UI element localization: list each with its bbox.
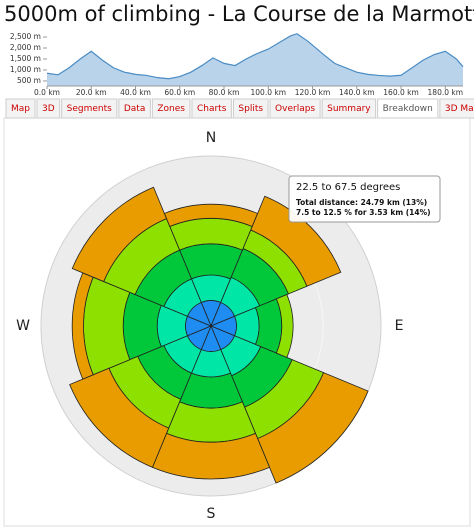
tab[interactable]: Summary: [321, 98, 377, 119]
tab-background: [118, 98, 151, 119]
tab-label: Splits: [238, 104, 263, 114]
tab-label: Map: [11, 104, 30, 114]
tab-background: [377, 98, 439, 119]
tab-label: 3D Map: [445, 104, 474, 114]
tab-background: [321, 98, 377, 119]
tab-background: [36, 98, 61, 119]
y-tick-label: 2,000 m: [10, 43, 41, 52]
rose-segment: [257, 372, 369, 484]
tab-background: [191, 98, 232, 119]
direction-label: S: [207, 506, 216, 522]
direction-label: W: [16, 318, 30, 334]
tab[interactable]: Overlaps: [269, 98, 321, 119]
y-tick-label: 1,500 m: [10, 54, 41, 63]
tab-background: [439, 98, 474, 119]
rose-segment: [69, 367, 170, 468]
tab-label: 3D: [42, 104, 55, 114]
tab-background: [61, 98, 118, 119]
tab-background: [232, 98, 269, 119]
page-title: 5000m of climbing - La Course de la Marm…: [4, 2, 474, 26]
tab[interactable]: Breakdown: [377, 98, 439, 119]
rose-segment: [71, 186, 168, 283]
x-tick-label: 20.0 km: [76, 88, 107, 97]
tab-label: Overlaps: [275, 104, 315, 114]
elevation-line: [46, 33, 464, 80]
x-tick-label: 120.0 km: [295, 88, 331, 97]
rose-segment: [166, 401, 256, 443]
x-tick-label: 160.0 km: [383, 88, 419, 97]
rose-segment: [254, 298, 283, 354]
tooltip-box: [288, 175, 441, 223]
y-tick-label: 500 m: [17, 76, 41, 85]
direction-label: E: [395, 318, 404, 334]
direction-label: N: [206, 130, 216, 146]
x-tick-label: 0.0 km: [34, 88, 60, 97]
tab-label: Summary: [327, 104, 371, 114]
tooltip-line: 7.5 to 12.5 % for 3.53 km (14%): [296, 208, 431, 217]
tooltip-title: 22.5 to 67.5 degrees: [296, 182, 400, 193]
y-tick-label: 2,500 m: [10, 32, 41, 41]
x-tick-label: 180.0 km: [428, 88, 464, 97]
tooltip: 22.5 to 67.5 degrees Total distance: 24.7…: [288, 175, 441, 223]
tab[interactable]: Splits: [232, 98, 269, 119]
x-tick-label: 100.0 km: [251, 88, 287, 97]
tab-background: [5, 98, 36, 119]
tab[interactable]: Zones: [151, 98, 191, 119]
rose-segment: [83, 276, 131, 376]
tab[interactable]: Charts: [191, 98, 232, 119]
elevation-area: [47, 33, 463, 86]
tooltip-line: Total distance: 24.79 km (13%): [296, 198, 427, 207]
tab-background: [151, 98, 191, 119]
rose-segment: [275, 294, 294, 358]
tab[interactable]: Map: [5, 98, 36, 119]
tab-label: Segments: [67, 104, 113, 114]
tab-label: Charts: [197, 104, 227, 114]
tab[interactable]: 3D: [36, 98, 61, 119]
tab-label: Breakdown: [383, 104, 433, 114]
tab[interactable]: Data: [118, 98, 151, 119]
tab-background: [269, 98, 321, 119]
x-tick-label: 80.0 km: [209, 88, 240, 97]
x-tick-label: 140.0 km: [339, 88, 375, 97]
tab-label: Data: [124, 104, 146, 114]
x-tick-label: 60.0 km: [164, 88, 195, 97]
tab-label: Zones: [157, 104, 185, 114]
x-tick-label: 40.0 km: [120, 88, 151, 97]
tab[interactable]: 3D Map: [439, 98, 474, 119]
tab[interactable]: Segments: [61, 98, 118, 119]
y-tick-label: 1,000 m: [10, 65, 41, 74]
